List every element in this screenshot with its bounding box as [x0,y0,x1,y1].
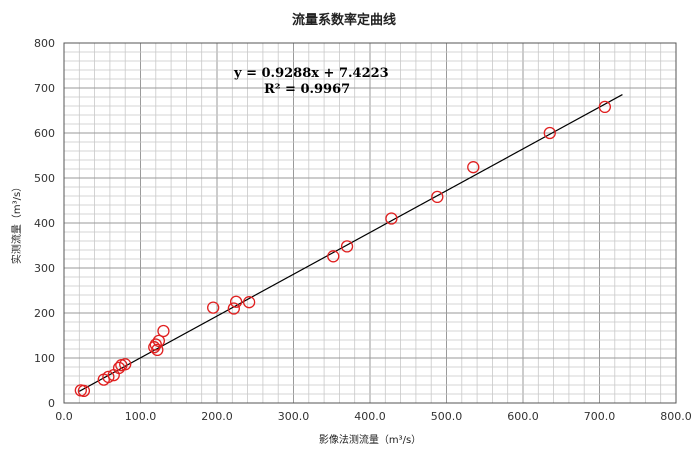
data-point [229,295,243,308]
x-tick-labels: 0.0 100.0 200.0 300.0 400.0 500.0 600.0 700.0 80… [55,410,692,423]
data-point [157,324,170,338]
y-tick-label: 600 [34,127,55,140]
y-tick-label: 100 [34,352,55,365]
data-point [242,296,256,309]
x-tick-label: 300.0 [278,410,310,423]
x-tick-label: 400.0 [354,410,386,423]
r-squared: R² = 0.9967 [264,82,350,97]
data-point [119,358,132,371]
x-tick-label: 700.0 [584,410,616,423]
y-axis-label: 实测流量（m³/s） [10,182,23,264]
data-point [467,161,480,174]
x-tick-label: 0.0 [55,410,73,423]
y-tick-label: 500 [34,172,55,185]
y-tick-labels: 0 100 200 300 400 500 600 700 800 [34,37,55,410]
plot-frame [63,42,677,404]
data-point [227,302,240,315]
data-point [102,370,115,384]
y-tick-label: 300 [34,262,55,275]
x-tick-label: 100.0 [125,410,157,423]
x-tick-label: 200.0 [201,410,233,423]
data-point [340,240,354,253]
data-point [598,100,612,114]
data-point [152,334,166,348]
data-point [149,338,162,351]
x-tick-label: 600.0 [507,410,539,423]
grid [63,42,677,404]
y-tick-label: 800 [34,37,55,50]
trendline-equation: y = 0.9288x + 7.4223 [233,66,389,81]
x-tick-label: 800.0 [660,410,692,423]
y-tick-label: 700 [34,82,55,95]
data-point [431,190,444,204]
x-tick-label: 500.0 [431,410,463,423]
data-point [148,341,161,354]
data-points [74,100,612,398]
data-point [112,361,126,375]
x-axis-label: 影像法测流量（m³/s） [319,433,421,446]
y-tick-label: 200 [34,307,55,320]
data-point [543,126,556,140]
y-tick-label: 0 [48,397,55,410]
data-point [151,343,164,357]
data-point [327,250,340,263]
data-point [77,384,91,398]
data-point [385,212,398,225]
chart-title: 流量系数率定曲线 [292,12,396,28]
y-tick-label: 400 [34,217,55,230]
data-point [207,301,220,314]
